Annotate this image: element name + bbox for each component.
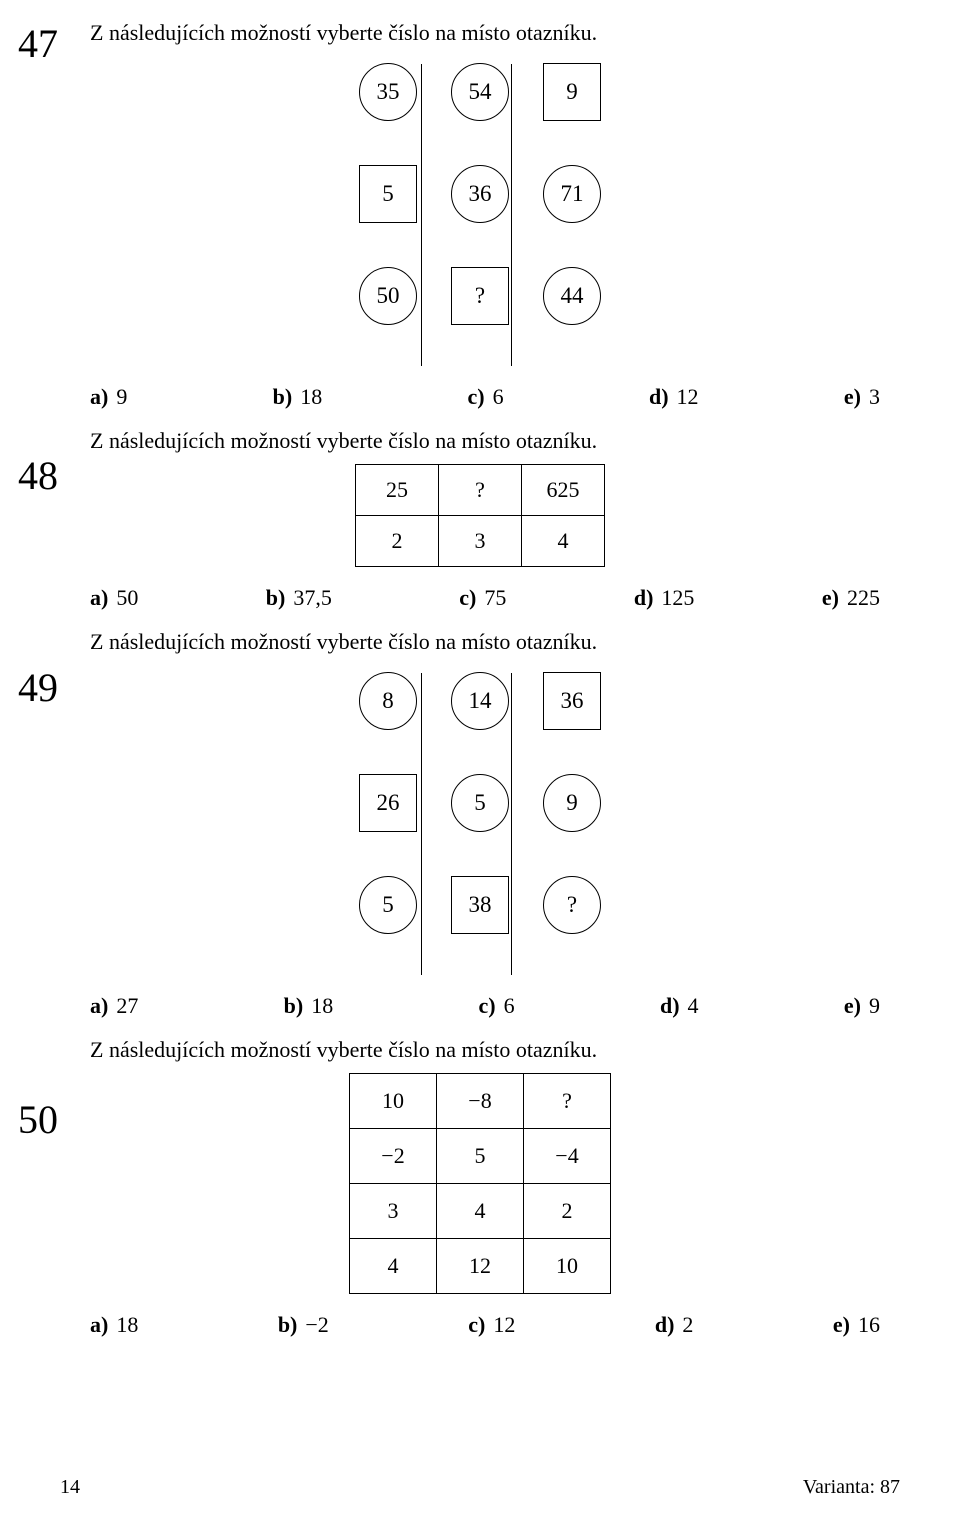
question-49: Z následujících možností vyberte číslo n…: [60, 629, 900, 1025]
grid-cell: 50: [359, 267, 417, 325]
grid-cell: 8: [359, 672, 417, 730]
question-50-stem: Z následujících možností vyberte číslo n…: [60, 1037, 900, 1063]
grid-cell: ?: [451, 267, 509, 325]
answer-option: e)225: [822, 585, 880, 611]
question-47-answers: a)9 b)18 c)6 d)12 e)3: [60, 378, 900, 416]
page: 47 Z následujících možností vyberte čísl…: [0, 0, 960, 1517]
answer-option: d)2: [655, 1312, 694, 1338]
answer-option: d)4: [660, 993, 699, 1019]
answer-option: a)50: [90, 585, 138, 611]
footer-page-number: 14: [60, 1476, 80, 1499]
question-47: Z následujících možností vyberte číslo n…: [60, 20, 900, 416]
answer-option: b)−2: [278, 1312, 329, 1338]
question-50: Z následujících možností vyberte číslo n…: [60, 1037, 900, 1344]
answer-option: b)18: [284, 993, 334, 1019]
table-cell: −2: [350, 1129, 437, 1184]
grid-cell: 26: [359, 774, 417, 832]
answer-option: b)37,5: [266, 585, 332, 611]
answer-option: d)12: [649, 384, 699, 410]
question-48-answers: a)50 b)37,5 c)75 d)125 e)225: [60, 579, 900, 617]
grid-cell: 54: [451, 63, 509, 121]
question-number-50: 50: [18, 1096, 58, 1143]
question-48-table: 25 ? 625 2 3 4: [355, 464, 605, 567]
table-cell: 625: [522, 465, 605, 516]
answer-option: e)16: [833, 1312, 880, 1338]
table-cell: −4: [524, 1129, 611, 1184]
footer-variant: Varianta: 87: [803, 1476, 900, 1499]
grid-cell: 38: [451, 876, 509, 934]
grid-cell: 5: [359, 876, 417, 934]
question-49-answers: a)27 b)18 c)6 d)4 e)9: [60, 987, 900, 1025]
table-cell: 25: [356, 465, 439, 516]
answer-option: c)6: [468, 384, 504, 410]
grid-cell: 5: [451, 774, 509, 832]
grid-vline: [511, 673, 512, 975]
grid-cell: 36: [543, 672, 601, 730]
question-50-answers: a)18 b)−2 c)12 d)2 e)16: [60, 1306, 900, 1344]
table-cell: ?: [439, 465, 522, 516]
answer-option: e)9: [844, 993, 880, 1019]
grid-cell: 44: [543, 267, 601, 325]
grid-vline: [421, 64, 422, 366]
table-cell: 4: [522, 516, 605, 567]
table-cell: 4: [437, 1184, 524, 1239]
question-48: Z následujících možností vyberte číslo n…: [60, 428, 900, 617]
answer-option: a)18: [90, 1312, 138, 1338]
grid-cell: 35: [359, 63, 417, 121]
question-number-49: 49: [18, 664, 58, 711]
page-footer: 14 Varianta: 87: [60, 1476, 900, 1499]
grid-cell: ?: [543, 876, 601, 934]
table-cell: 10: [350, 1074, 437, 1129]
grid-cell: 9: [543, 63, 601, 121]
answer-option: d)125: [634, 585, 695, 611]
table-cell: 3: [350, 1184, 437, 1239]
grid-cell: 36: [451, 165, 509, 223]
grid-cell: 9: [543, 774, 601, 832]
table-cell: 4: [350, 1239, 437, 1294]
question-number-48: 48: [18, 452, 58, 499]
question-49-grid: 8 14 36 26 5 9 5 38 ?: [345, 673, 615, 975]
table-cell: −8: [437, 1074, 524, 1129]
table-cell: 12: [437, 1239, 524, 1294]
answer-option: c)6: [479, 993, 515, 1019]
question-49-stem: Z následujících možností vyberte číslo n…: [60, 629, 900, 655]
question-48-stem: Z následujících možností vyberte číslo n…: [60, 428, 900, 454]
question-50-table: 10 −8 ? −2 5 −4 3 4 2 4 12 10: [349, 1073, 611, 1294]
table-cell: 3: [439, 516, 522, 567]
answer-option: c)75: [459, 585, 506, 611]
grid-vline: [421, 673, 422, 975]
table-cell: 5: [437, 1129, 524, 1184]
answer-option: b)18: [273, 384, 323, 410]
table-cell: 2: [524, 1184, 611, 1239]
answer-option: e)3: [844, 384, 880, 410]
question-number-47: 47: [18, 20, 58, 67]
grid-cell: 5: [359, 165, 417, 223]
grid-cell: 14: [451, 672, 509, 730]
table-cell: 2: [356, 516, 439, 567]
answer-option: a)9: [90, 384, 127, 410]
answer-option: a)27: [90, 993, 138, 1019]
table-cell: ?: [524, 1074, 611, 1129]
answer-option: c)12: [468, 1312, 515, 1338]
question-47-grid: 35 54 9 5 36 71 50 ? 44: [345, 64, 615, 366]
grid-vline: [511, 64, 512, 366]
grid-cell: 71: [543, 165, 601, 223]
table-cell: 10: [524, 1239, 611, 1294]
question-47-stem: Z následujících možností vyberte číslo n…: [60, 20, 900, 46]
